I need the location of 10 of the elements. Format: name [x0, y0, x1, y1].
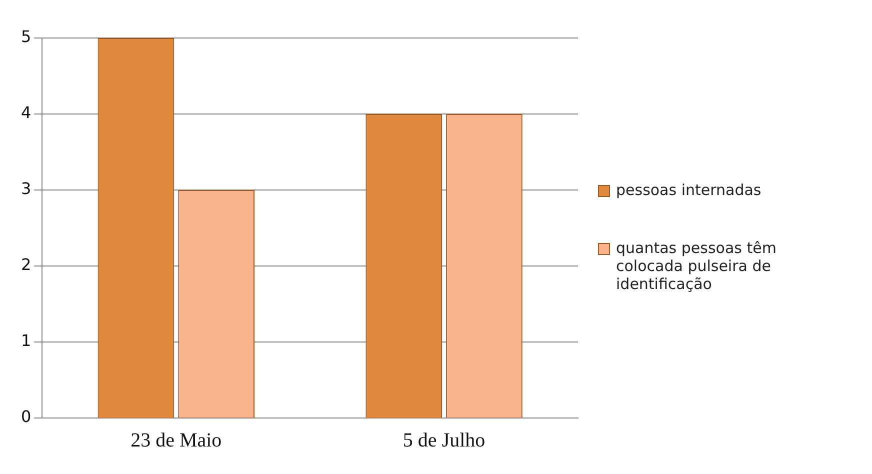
y-tick-label: 0 — [20, 407, 32, 426]
y-tick-label: 2 — [20, 255, 32, 274]
y-tick-label: 5 — [20, 27, 32, 46]
y-tick-label: 1 — [20, 331, 32, 350]
legend-label: pessoas internadas — [616, 181, 762, 199]
y-tick-label: 3 — [20, 179, 32, 198]
x-tick-label: 23 de Maio — [130, 429, 222, 452]
x-tick-label: 5 de Julho — [402, 429, 486, 452]
legend-label: quantas pessoas têm colocada pulseira de identificação — [616, 239, 778, 293]
y-tick-label: 4 — [20, 103, 32, 122]
